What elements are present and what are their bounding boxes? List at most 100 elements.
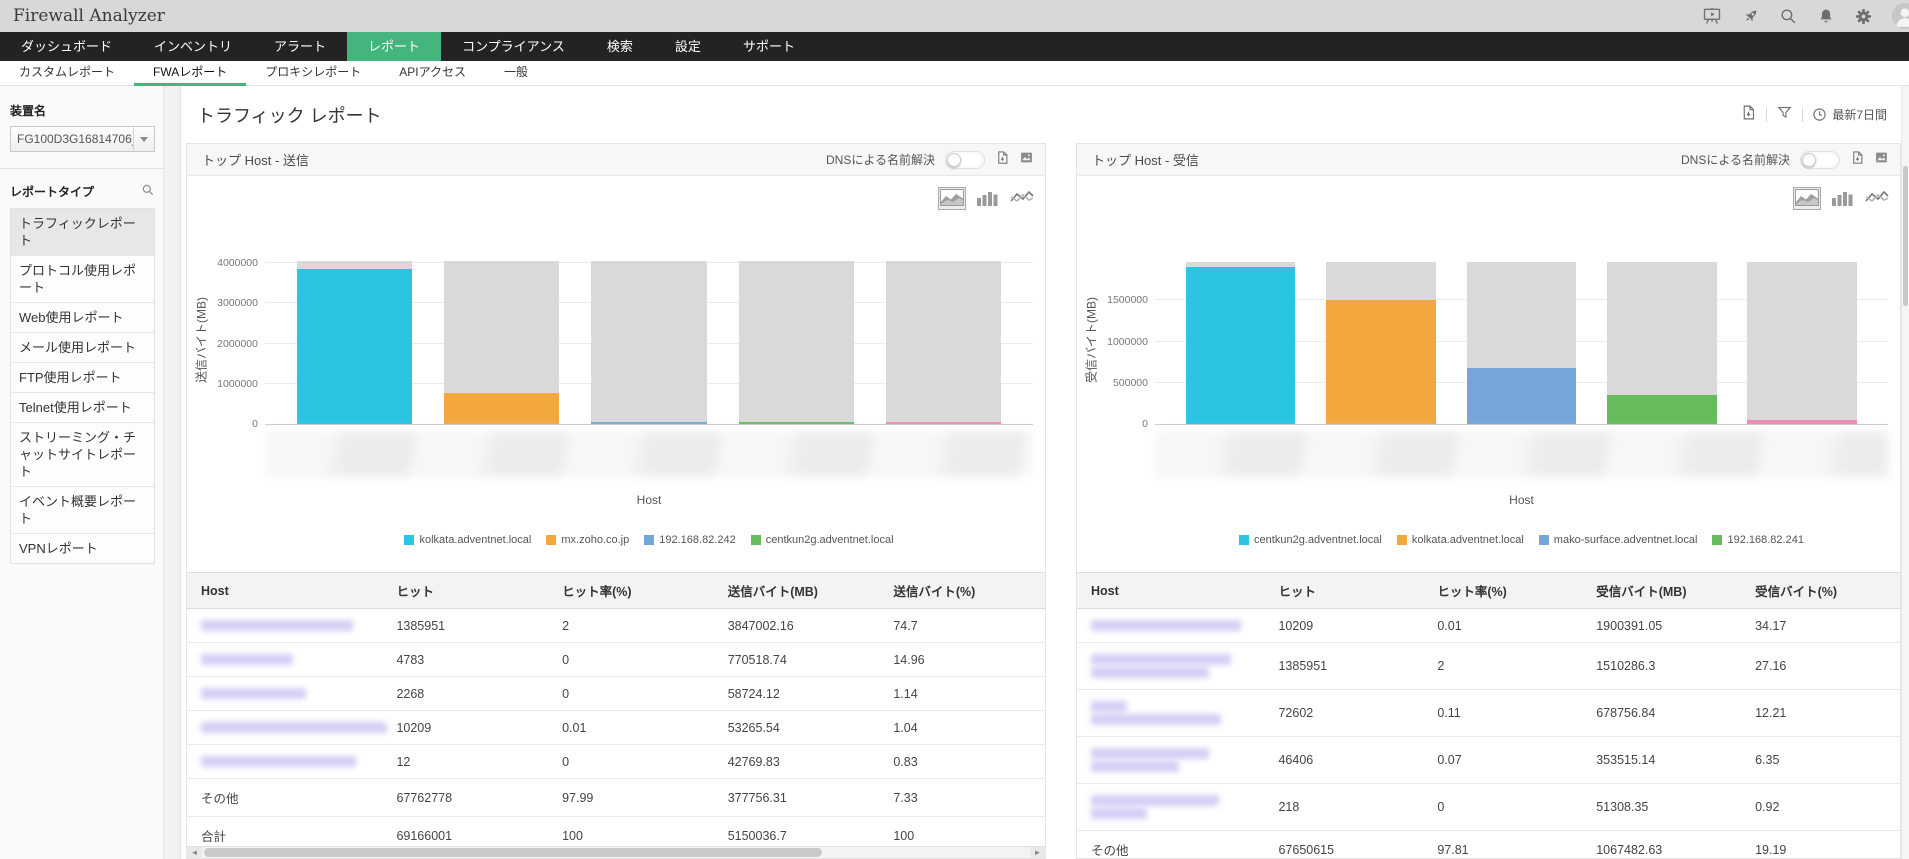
pdf-export-icon[interactable] — [1850, 150, 1865, 170]
line-chart-icon[interactable] — [1864, 188, 1890, 209]
blurred-host-link[interactable] — [1091, 701, 1127, 712]
sidebar-item-7[interactable]: イベント概要レポート — [11, 487, 154, 534]
dns-resolve-toggle[interactable] — [1800, 150, 1840, 169]
column-header-2[interactable]: ヒット率(%) — [1423, 572, 1583, 609]
nav-item-5[interactable]: 検索 — [606, 39, 633, 54]
host-cell — [187, 744, 383, 779]
scrollbar-thumb[interactable] — [1903, 166, 1908, 306]
blurred-host-link[interactable] — [1091, 667, 1209, 678]
blurred-host-link[interactable] — [201, 688, 306, 699]
column-header-1[interactable]: ヒット — [382, 572, 549, 609]
column-header-2[interactable]: ヒット率(%) — [548, 572, 714, 609]
image-export-icon[interactable] — [1020, 151, 1033, 169]
panel-horizontal-scrollbar[interactable]: ◄ ► — [187, 846, 1045, 858]
column-header-3[interactable]: 送信バイト(MB) — [713, 572, 880, 609]
blurred-host-link[interactable] — [1091, 748, 1209, 759]
blurred-host-link[interactable] — [1091, 654, 1231, 665]
scroll-left-icon[interactable]: ◄ — [187, 847, 202, 858]
subnav-tab-3[interactable]: APIアクセス — [399, 65, 466, 79]
blurred-host-link[interactable] — [201, 620, 353, 631]
subnav-tab-1[interactable]: FWAレポート — [134, 61, 247, 86]
subnav-tab-2[interactable]: プロキシレポート — [265, 65, 362, 79]
sidebar-item-2[interactable]: Web使用レポート — [11, 303, 154, 333]
column-header-0[interactable]: Host — [187, 572, 383, 609]
value-cell: 58724.12 — [713, 676, 880, 711]
bar-value[interactable] — [738, 421, 854, 424]
user-avatar[interactable] — [1892, 3, 1909, 29]
column-header-4[interactable]: 送信バイト(%) — [879, 572, 1045, 609]
rocket-icon[interactable] — [1741, 7, 1760, 26]
subnav-tab-0[interactable]: カスタムレポート — [19, 65, 116, 79]
sidebar-item-4[interactable]: FTP使用レポート — [11, 363, 154, 393]
bar-value[interactable] — [1747, 419, 1858, 424]
legend-item-1: mx.zoho.co.jp — [546, 534, 629, 546]
pdf-export-icon[interactable] — [1740, 104, 1757, 126]
column-header-4[interactable]: 受信バイト(%) — [1741, 572, 1900, 609]
blurred-host-link[interactable] — [1091, 795, 1219, 806]
sidebar-item-0[interactable]: トラフィックレポート — [11, 209, 154, 256]
line-chart-icon[interactable] — [1009, 188, 1035, 209]
value-cell: 0 — [1423, 783, 1583, 831]
legend-swatch — [1239, 535, 1250, 545]
search-icon[interactable] — [1779, 7, 1798, 26]
pdf-export-icon[interactable] — [995, 150, 1010, 170]
dns-resolve-label: DNSによる名前解決 — [826, 153, 935, 167]
column-header-1[interactable]: ヒット — [1264, 572, 1424, 609]
scrollbar-track[interactable] — [824, 847, 1030, 858]
sidebar-scrollbar[interactable] — [163, 86, 180, 859]
gear-icon[interactable] — [1854, 7, 1873, 26]
bar-value[interactable] — [885, 422, 1001, 424]
column-header-0[interactable]: Host — [1077, 572, 1265, 609]
dns-resolve-toggle[interactable] — [945, 150, 985, 169]
image-export-icon[interactable] — [1875, 151, 1888, 169]
page-vertical-scrollbar[interactable] — [1901, 86, 1909, 859]
nav-item-6[interactable]: 設定 — [674, 39, 701, 54]
sidebar-item-8[interactable]: VPNレポート — [19, 541, 98, 556]
bar-value[interactable] — [1466, 368, 1577, 424]
blurred-host-link[interactable] — [201, 756, 356, 767]
scrollbar-thumb[interactable] — [204, 848, 822, 857]
value-cell: 74.7 — [879, 608, 1045, 643]
blurred-host-link[interactable] — [201, 722, 387, 733]
nav-item-2[interactable]: アラート — [274, 39, 327, 54]
chevron-down-icon[interactable] — [133, 127, 154, 151]
bar-value[interactable] — [444, 393, 560, 424]
sidebar-item-3[interactable]: メール使用レポート — [11, 333, 154, 363]
column-header-3[interactable]: 受信バイト(MB) — [1582, 572, 1742, 609]
filter-icon[interactable] — [1776, 104, 1793, 126]
chart-y-axis-label: 受信バイト(MB) — [1084, 296, 1099, 383]
bar-chart-icon[interactable] — [1830, 188, 1854, 209]
area-chart-icon[interactable] — [1793, 187, 1821, 210]
nav-item-0[interactable]: ダッシュボード — [21, 39, 113, 54]
nav-item-7[interactable]: サポート — [742, 39, 795, 54]
bar-value[interactable] — [591, 421, 707, 424]
blurred-host-link[interactable] — [1091, 714, 1221, 725]
blurred-host-link[interactable] — [201, 654, 293, 665]
y-tick-label: 4000000 — [217, 257, 258, 270]
sidebar-item-5[interactable]: Telnet使用レポート — [11, 393, 154, 423]
time-period-selector[interactable]: 最新7日間 — [1812, 106, 1887, 123]
subnav-tab-4[interactable]: 一般 — [504, 65, 529, 79]
nav-item-4[interactable]: コンプライアンス — [462, 39, 565, 54]
panel-header: トップ Host - 送信 DNSによる名前解決 — [187, 144, 1045, 176]
bell-icon[interactable] — [1817, 7, 1835, 25]
bar-value[interactable] — [297, 269, 413, 424]
blurred-host-link[interactable] — [1091, 808, 1147, 819]
blurred-host-link[interactable] — [1091, 620, 1241, 631]
nav-item-3[interactable]: レポート — [347, 32, 442, 61]
bar-value[interactable] — [1326, 299, 1436, 424]
scroll-right-icon[interactable]: ► — [1030, 847, 1045, 858]
device-select[interactable]: FG100D3G16814706_d... — [10, 126, 155, 152]
search-icon[interactable] — [141, 183, 155, 200]
area-chart-icon[interactable] — [938, 187, 966, 210]
sidebar-item-6[interactable]: ストリーミング・チャットサイトレポート — [11, 423, 154, 487]
bar-value[interactable] — [1185, 267, 1296, 424]
blurred-host-link[interactable] — [1091, 761, 1179, 772]
nav-item-1[interactable]: インベントリ — [154, 39, 233, 54]
legend-swatch — [404, 535, 415, 545]
bar-chart-icon[interactable] — [975, 188, 999, 209]
sidebar-item-1[interactable]: プロトコル使用レポート — [11, 256, 154, 303]
bar-group — [1747, 255, 1858, 424]
presentation-icon[interactable] — [1702, 6, 1722, 26]
bar-value[interactable] — [1607, 394, 1717, 424]
